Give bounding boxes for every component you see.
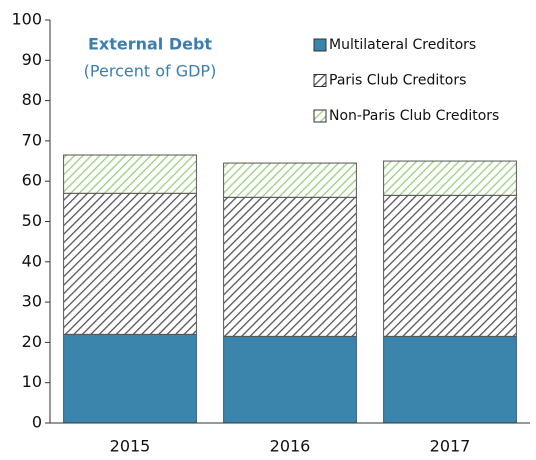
chart-subtitle: (Percent of GDP) [84,62,217,81]
bar-segment [63,154,197,194]
y-tick-label: 100 [11,10,42,29]
y-tick-label: 90 [22,50,42,69]
bar-segment [223,196,357,337]
x-tick-label: 2016 [270,437,311,456]
legend-swatch [313,74,327,87]
x-tick-label: 2015 [110,437,151,456]
legend-label: Paris Club Creditors [329,73,466,89]
bar-segment [63,192,197,335]
legend-label: Multilateral Creditors [329,37,476,53]
y-tick-label: 50 [22,211,42,230]
legend-swatch [313,109,327,123]
bar-segment [383,335,517,424]
y-tick-label: 40 [22,251,42,270]
legend-swatch [313,38,327,52]
bar-segment [383,194,517,337]
x-tick-label: 2017 [430,437,471,456]
bar-segment [223,162,357,198]
y-tick-label: 70 [22,130,42,149]
y-tick-label: 20 [22,332,42,351]
bar-segment [383,160,517,196]
chart-title: External Debt [88,35,212,54]
y-tick-label: 80 [22,90,42,109]
bar-segment [63,333,197,424]
y-tick-label: 10 [22,372,42,391]
y-tick-label: 0 [32,413,42,432]
bar-segment [223,335,357,424]
y-tick-label: 30 [22,292,42,311]
legend-label: Non-Paris Club Creditors [329,108,499,124]
y-tick-label: 60 [22,171,42,190]
